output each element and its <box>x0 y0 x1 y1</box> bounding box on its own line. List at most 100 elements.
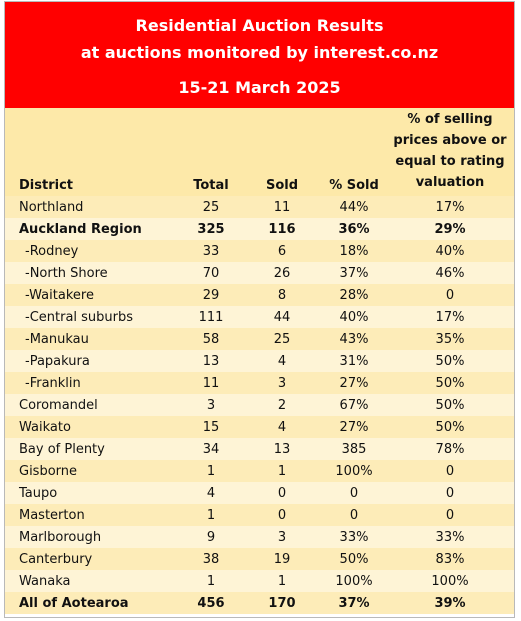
district-cell: Wanaka <box>19 573 71 589</box>
value-cell: 19 <box>273 551 291 567</box>
district-cell: -Waitakere <box>25 287 94 303</box>
value-cell: 15 <box>202 419 220 435</box>
district-cell: Canterbury <box>19 551 93 567</box>
value-cell: 38 <box>202 551 220 567</box>
value-cell: 0 <box>445 507 455 523</box>
value-cell: 40% <box>339 309 369 325</box>
value-cell: 35% <box>435 331 465 347</box>
column-header: Sold <box>265 178 299 193</box>
column-header: District <box>19 178 73 193</box>
value-cell: 70 <box>202 265 220 281</box>
district-cell: All of Aotearoa <box>19 595 129 611</box>
value-cell: 78% <box>435 441 465 457</box>
table-row: Coromandel 3 2 67% 50% <box>5 394 514 416</box>
table-row: -Papakura 13 4 31% 50% <box>5 350 514 372</box>
value-cell: 0 <box>277 507 287 523</box>
value-cell: 170 <box>268 595 296 611</box>
value-cell: 83% <box>435 551 465 567</box>
value-cell: 34 <box>202 441 220 457</box>
district-cell: -Franklin <box>25 375 81 391</box>
value-cell: 11 <box>202 375 220 391</box>
table-row: Marlborough 9 3 33% 33% <box>5 526 514 548</box>
value-cell: 13 <box>273 441 291 457</box>
district-cell: -Rodney <box>25 243 79 259</box>
value-cell: 50% <box>435 353 465 369</box>
value-cell: 3 <box>277 529 287 545</box>
value-cell: 4 <box>206 485 216 501</box>
table-row: Gisborne 1 1 100% 0 <box>5 460 514 482</box>
value-cell: 37% <box>338 595 370 611</box>
value-cell: 0 <box>277 485 287 501</box>
value-cell: 25 <box>202 199 220 215</box>
value-cell: 1 <box>277 463 287 479</box>
value-cell: 28% <box>339 287 369 303</box>
value-cell: 2 <box>277 397 287 413</box>
district-cell: -North Shore <box>25 265 108 281</box>
value-cell: 33% <box>435 529 465 545</box>
value-cell: 456 <box>197 595 225 611</box>
value-cell: 13 <box>202 353 220 369</box>
value-cell: 1 <box>206 573 216 589</box>
table-row: -Manukau 58 25 43% 35% <box>5 328 514 350</box>
value-cell: 67% <box>339 397 369 413</box>
table-row: -Central suburbs 111 44 40% 17% <box>5 306 514 328</box>
column-header: Total <box>193 178 229 193</box>
table-row: Auckland Region 325 116 36% 29% <box>5 218 514 240</box>
value-cell: 31% <box>339 353 369 369</box>
table-row: -Waitakere 29 8 28% 0 <box>5 284 514 306</box>
value-cell: 46% <box>435 265 465 281</box>
value-cell: 18% <box>339 243 369 259</box>
value-cell: 0 <box>349 507 359 523</box>
value-cell: 0 <box>349 485 359 501</box>
value-cell: 50% <box>435 397 465 413</box>
value-cell: 8 <box>277 287 287 303</box>
value-cell: 1 <box>206 463 216 479</box>
results-table: District Total Sold % Sold % of selling pric… <box>5 108 514 614</box>
title-line: 15-21 March 2025 <box>178 78 341 97</box>
district-cell: -Central suburbs <box>25 309 134 325</box>
district-cell: Coromandel <box>19 397 98 413</box>
value-cell: 4 <box>277 419 287 435</box>
district-cell: Marlborough <box>19 529 102 545</box>
district-cell: -Papakura <box>25 353 90 369</box>
value-cell: 116 <box>268 221 296 237</box>
table-row: -North Shore 70 26 37% 46% <box>5 262 514 284</box>
title-line: at auctions monitored by interest.co.nz <box>80 43 439 62</box>
value-cell: 33 <box>202 243 220 259</box>
value-cell: 29% <box>434 221 466 237</box>
table-row: -Franklin 11 3 27% 50% <box>5 372 514 394</box>
value-cell: 0 <box>445 485 455 501</box>
district-cell: Waikato <box>19 419 71 435</box>
district-cell: Gisborne <box>19 463 78 479</box>
column-header: % of selling prices above or equal to ra… <box>393 112 507 190</box>
value-cell: 44% <box>339 199 369 215</box>
title-line: Residential Auction Results <box>135 16 384 35</box>
value-cell: 100% <box>335 463 373 479</box>
value-cell: 111 <box>198 309 224 325</box>
value-cell: 27% <box>339 419 369 435</box>
district-cell: Masterton <box>19 507 85 523</box>
value-cell: 37% <box>339 265 369 281</box>
value-cell: 385 <box>341 441 367 457</box>
value-cell: 17% <box>435 199 465 215</box>
title-banner: Residential Auction Results at auctions m… <box>5 2 514 108</box>
auction-table-card: Residential Auction Results at auctions m… <box>4 1 515 618</box>
table-row: Canterbury 38 19 50% 83% <box>5 548 514 570</box>
value-cell: 4 <box>277 353 287 369</box>
value-cell: 25 <box>273 331 291 347</box>
value-cell: 40% <box>435 243 465 259</box>
value-cell: 3 <box>277 375 287 391</box>
table-row: Northland 25 11 44% 17% <box>5 196 514 218</box>
header-row: District Total Sold % Sold % of selling pric… <box>5 108 514 196</box>
table-row: -Rodney 33 6 18% 40% <box>5 240 514 262</box>
value-cell: 50% <box>435 419 465 435</box>
district-cell: Bay of Plenty <box>19 441 105 457</box>
value-cell: 100% <box>431 573 469 589</box>
value-cell: 50% <box>339 551 369 567</box>
value-cell: 11 <box>273 199 291 215</box>
value-cell: 1 <box>206 507 216 523</box>
value-cell: 33% <box>339 529 369 545</box>
value-cell: 100% <box>335 573 373 589</box>
value-cell: 0 <box>445 463 455 479</box>
value-cell: 17% <box>435 309 465 325</box>
